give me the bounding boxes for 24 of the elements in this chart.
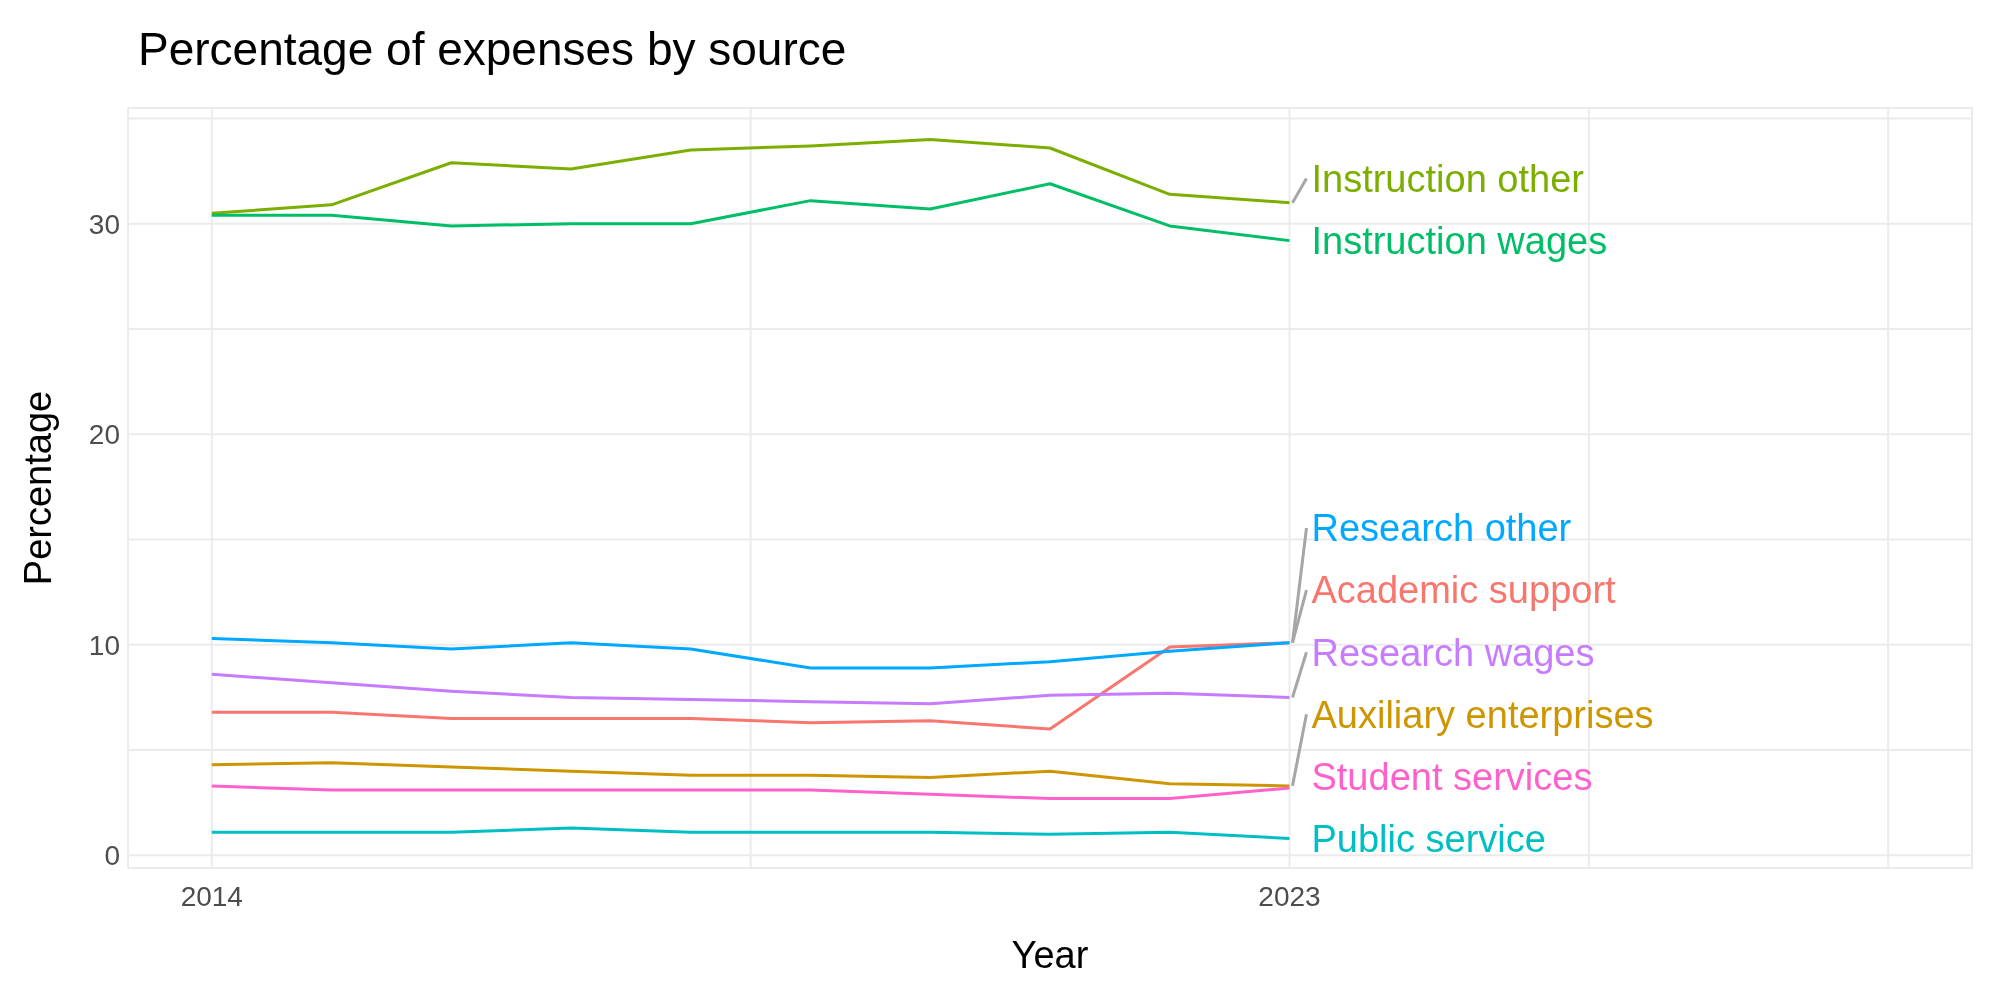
series-label: Student services — [1311, 755, 1593, 798]
x-tick-label: 2023 — [1258, 880, 1321, 912]
y-tick-label: 0 — [104, 840, 120, 872]
series-label: Public service — [1311, 817, 1546, 860]
line-series — [210, 784, 1291, 801]
y-axis-title: Percentage — [17, 390, 60, 586]
chart-title: Percentage of expenses by source — [137, 22, 848, 77]
text: Research other — [1311, 507, 1572, 550]
y-tick-label: 20 — [88, 419, 120, 451]
x-tick-label: 2014 — [180, 880, 243, 912]
line-series — [210, 637, 1291, 670]
y-tick-label: 30 — [88, 208, 120, 240]
line-series — [210, 182, 1291, 243]
series-label: Auxiliary enterprises — [1311, 693, 1654, 736]
line-series — [210, 138, 1291, 215]
series-label: Instruction wages — [1311, 219, 1608, 262]
series-label: Academic support — [1311, 569, 1617, 612]
y-tick-label: 10 — [88, 629, 120, 661]
series-label: Instruction other — [1311, 157, 1585, 200]
line-series — [210, 826, 1291, 841]
line-series — [210, 761, 1291, 788]
x-axis-title: Year — [1011, 934, 1089, 976]
series-label: Research wages — [1311, 631, 1595, 674]
line-series — [210, 672, 1291, 706]
